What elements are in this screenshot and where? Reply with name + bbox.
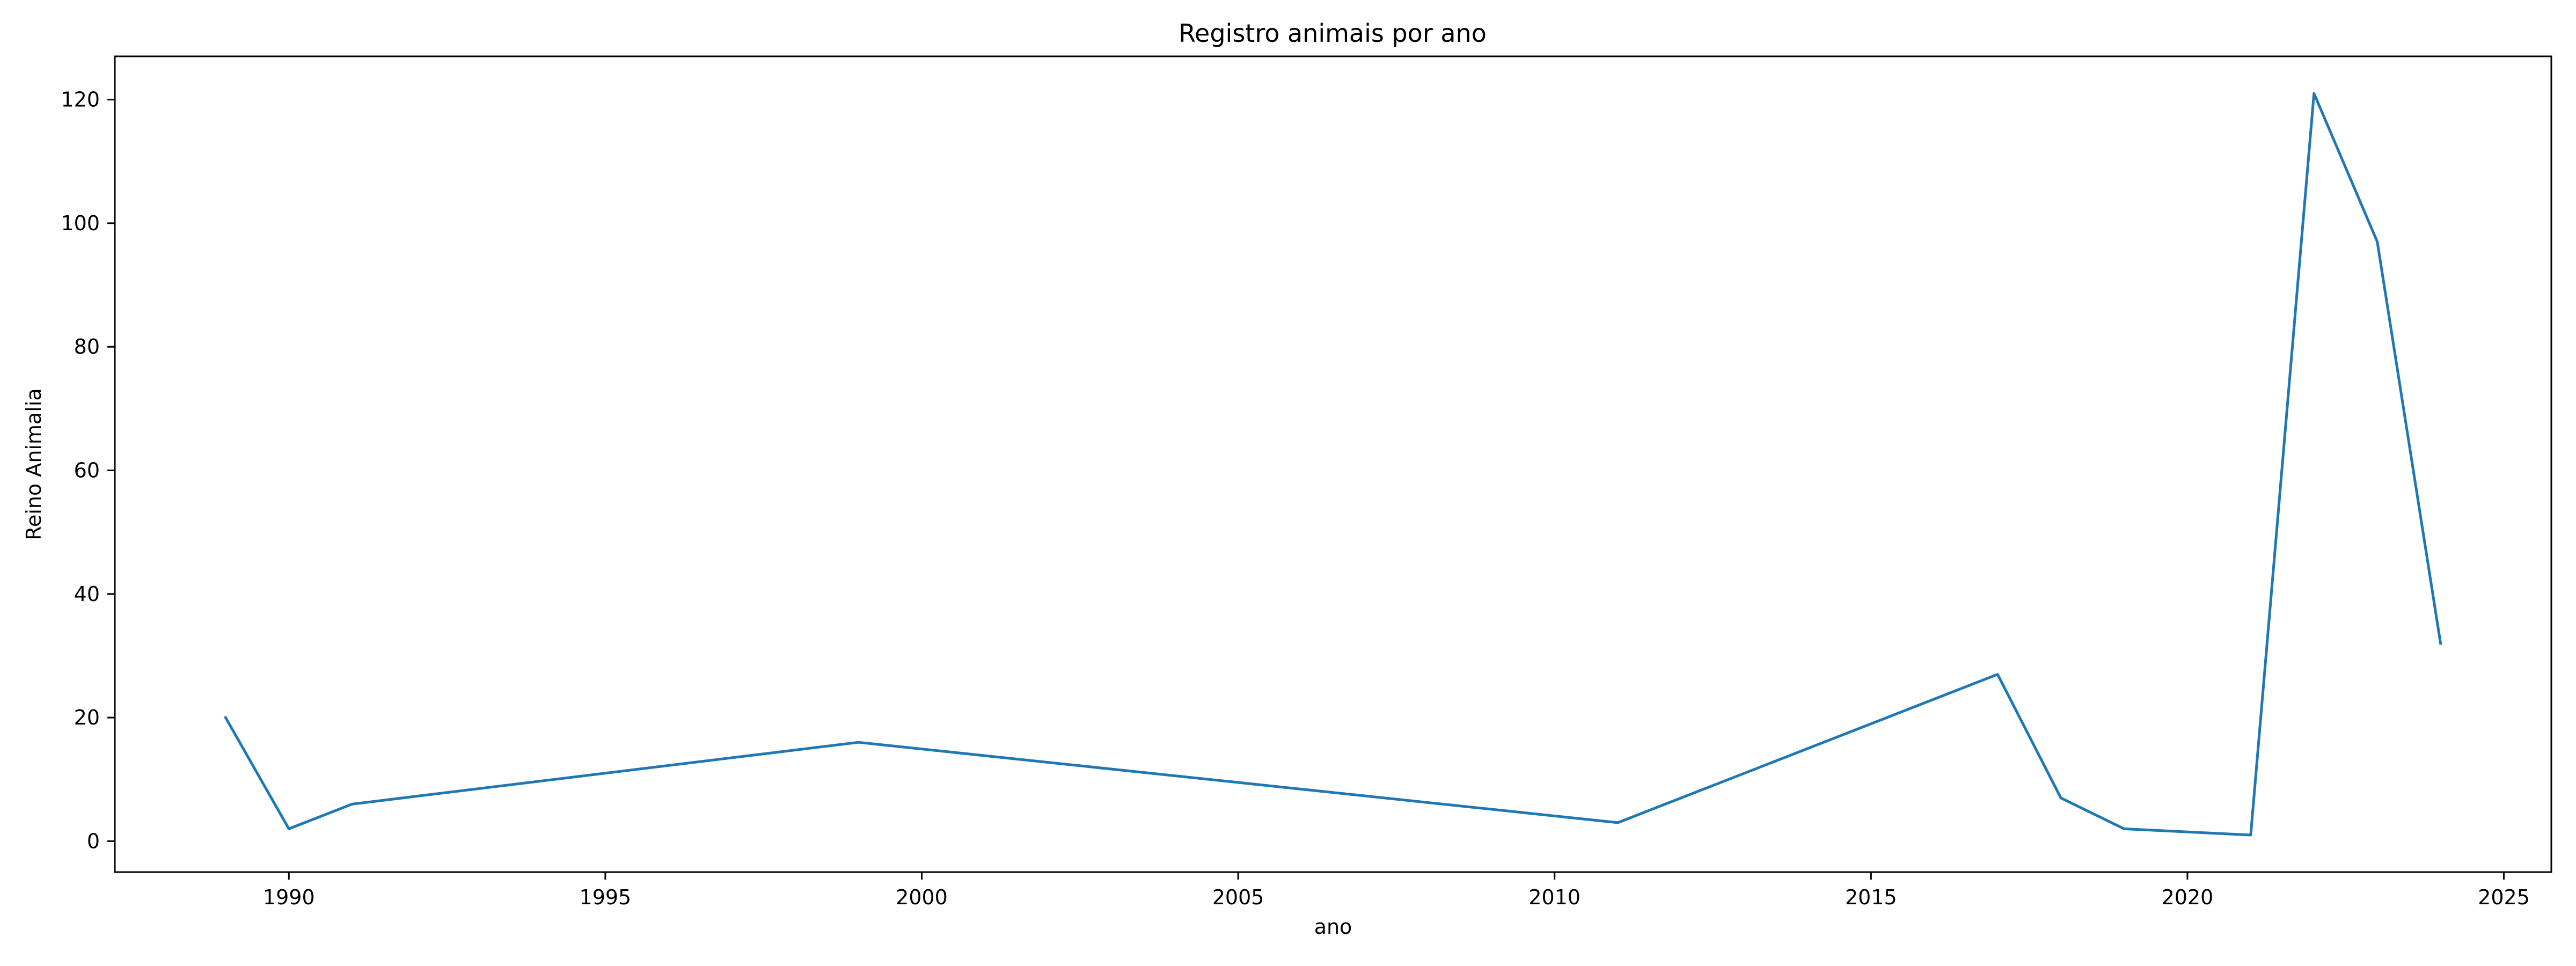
y-axis-label: Reino Animalia (22, 388, 46, 540)
series-line (223, 92, 2442, 837)
y-tick-label: 120 (61, 88, 100, 112)
x-tick-label: 1990 (263, 885, 315, 909)
x-tick-label: 2010 (1528, 885, 1580, 909)
x-tick-label: 2020 (2162, 885, 2214, 909)
chart-title: Registro animais por ano (1179, 19, 1487, 48)
x-tick-label: 2025 (2478, 885, 2530, 909)
y-tick-label: 100 (61, 211, 100, 235)
y-tick-label: 60 (74, 459, 100, 482)
y-axis-ticks: 0 20 40 60 80 100 120 (61, 88, 115, 853)
x-tick-label: 2000 (896, 885, 948, 909)
y-tick-label: 0 (87, 829, 100, 853)
x-tick-label: 2015 (1845, 885, 1897, 909)
x-axis-ticks: 1990 1995 2000 2005 2010 2015 2020 2025 (263, 872, 2530, 909)
y-tick-label: 20 (74, 706, 100, 729)
x-axis-label: ano (1314, 915, 1352, 939)
x-tick-label: 2005 (1212, 885, 1264, 909)
y-tick-label: 40 (74, 582, 100, 606)
plot-area-frame (114, 55, 2552, 873)
x-tick-label: 1995 (580, 885, 632, 909)
y-tick-label: 80 (74, 335, 100, 358)
